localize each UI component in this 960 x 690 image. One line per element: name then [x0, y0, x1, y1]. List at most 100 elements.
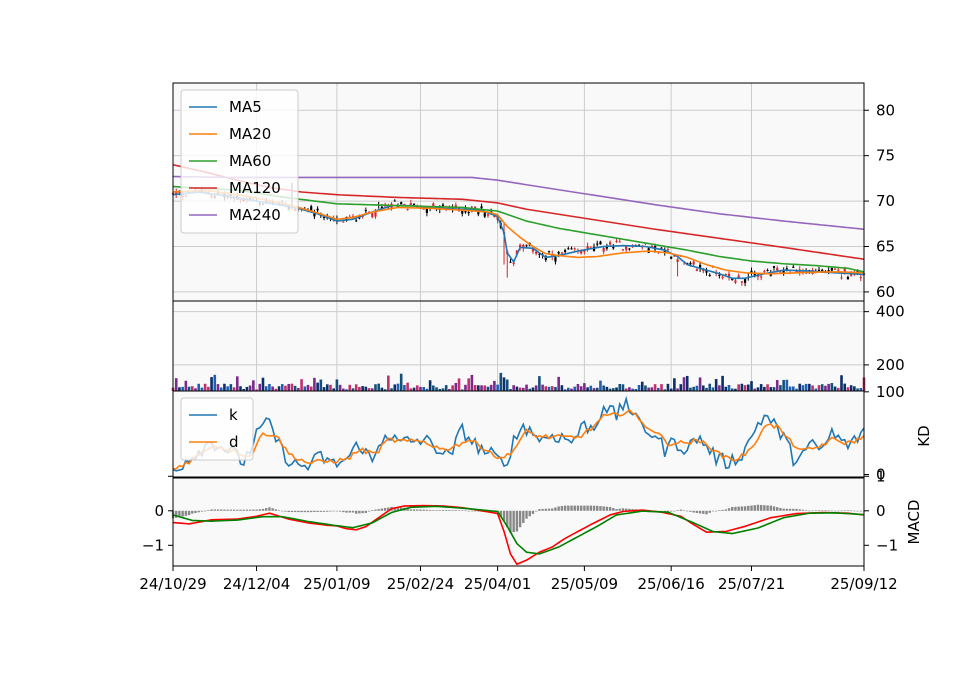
volume-bar: [342, 388, 345, 391]
price-ytick-label-2: 70: [876, 192, 895, 210]
candle-body: [509, 261, 512, 263]
macd-hist-bar: [268, 507, 271, 511]
macd-hist-bar: [326, 510, 329, 512]
volume-bar: [634, 389, 638, 391]
macd-hist-bar: [271, 508, 274, 511]
macd-histogram: [171, 504, 866, 533]
macd-hist-bar: [194, 510, 197, 513]
candle-body: [605, 246, 608, 249]
candle-body: [486, 214, 490, 216]
macd-hist-bar: [840, 510, 843, 512]
volume-bar: [550, 386, 554, 391]
macd-hist-bar: [239, 509, 242, 511]
macd-hist-bar: [425, 509, 429, 511]
volume-bar: [489, 384, 493, 391]
macd-hist-bar: [534, 510, 538, 512]
price-legend-label-ma120: MA120: [229, 179, 281, 197]
macd-hist-bar: [242, 509, 245, 511]
volume-bar: [451, 385, 454, 391]
volume-bar: [370, 388, 374, 391]
macd-hist-bar: [763, 505, 766, 511]
candle-body: [342, 221, 345, 223]
volume-bar: [258, 383, 262, 391]
candle-body: [705, 270, 708, 273]
macd-hist-bar: [213, 509, 216, 511]
volume-bar: [666, 383, 670, 391]
macd-hist-bar: [461, 510, 464, 511]
candle-body: [364, 210, 367, 212]
macd-hist-bar: [586, 505, 589, 511]
macd-hist-bar: [441, 509, 445, 511]
x-tick-label-4: 25/04/01: [464, 575, 531, 593]
volume-bar: [303, 386, 307, 391]
macd-hist-bar: [184, 510, 188, 516]
macd-hist-bar: [377, 509, 380, 511]
macd-hist-bar: [843, 510, 846, 512]
volume-bar: [512, 385, 515, 391]
macd-hist-bar: [859, 510, 862, 512]
candle-body: [676, 259, 679, 262]
macd-ytick-label-2: 1: [876, 467, 886, 485]
macd-hist-bar: [457, 510, 461, 511]
macd-hist-bar: [265, 508, 268, 511]
macd-hist-bar: [502, 510, 506, 521]
macd-hist-bar: [406, 508, 409, 511]
volume-bar: [329, 384, 332, 391]
volume-bar: [306, 384, 310, 391]
candle-body: [525, 244, 528, 246]
volume-bar: [528, 388, 532, 391]
volume-bar: [605, 386, 609, 391]
volume-bar: [290, 383, 294, 391]
macd-hist-bar: [695, 510, 699, 513]
macd-hist-bar: [232, 509, 236, 511]
macd-hist-bar: [682, 510, 686, 511]
volume-bar: [412, 387, 416, 391]
macd-hist-bar: [509, 510, 512, 533]
price-legend-label-ma60: MA60: [229, 152, 271, 170]
x-tick-label-2: 25/01/09: [303, 575, 370, 593]
kd-ytick-label-0: 0: [876, 466, 886, 484]
macd-hist-bar: [528, 510, 531, 517]
kd-border: [172, 390, 865, 478]
candle-body: [586, 246, 589, 249]
volume-bar: [618, 384, 622, 391]
volume-bar: [425, 388, 429, 391]
candle-body: [355, 220, 358, 222]
volume-bar: [595, 387, 599, 391]
macd-hist-bar: [297, 510, 300, 513]
volume-panel: 200 400: [171, 300, 905, 392]
candle-body: [708, 274, 711, 276]
macd-hist-bar: [329, 510, 332, 512]
price-legend-label-ma240: MA240: [229, 206, 281, 224]
volume-bar: [740, 383, 744, 391]
macd-hist-bar: [409, 509, 413, 511]
volume-bar: [419, 386, 422, 391]
macd-hist-bar: [467, 510, 470, 512]
candle-body: [422, 208, 425, 210]
volume-bar: [390, 388, 393, 391]
volume-bar: [612, 388, 615, 391]
macd-left-ytick-label-0: −1: [142, 536, 164, 554]
macd-hist-bar: [178, 510, 181, 518]
volume-bar: [435, 387, 438, 391]
candle-body: [695, 269, 698, 271]
macd-hist-bar: [316, 510, 319, 512]
macd-hist-bar: [756, 504, 760, 511]
macd-hist-bar: [599, 506, 602, 511]
volume-bar: [849, 385, 853, 391]
macd-line-signal: [172, 505, 865, 555]
price-ytick-label-1: 65: [876, 238, 895, 256]
candle-body: [412, 203, 416, 205]
candle-body: [477, 212, 480, 215]
candle-body: [400, 202, 403, 205]
kd-ylabel: KD: [915, 425, 933, 446]
volume-bar: [608, 388, 612, 391]
macd-hist-bar: [676, 510, 679, 511]
volume-bar: [277, 386, 281, 391]
volume-bar: [174, 378, 178, 391]
macd-hist-bar: [846, 510, 850, 511]
volume-bar: [338, 384, 342, 391]
volume-bar: [541, 384, 544, 391]
volume-bar: [322, 387, 326, 391]
volume-bar: [759, 384, 763, 391]
